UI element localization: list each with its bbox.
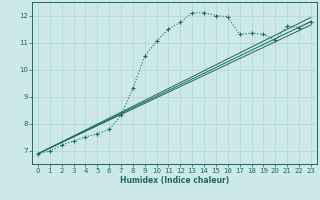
X-axis label: Humidex (Indice chaleur): Humidex (Indice chaleur) xyxy=(120,176,229,185)
